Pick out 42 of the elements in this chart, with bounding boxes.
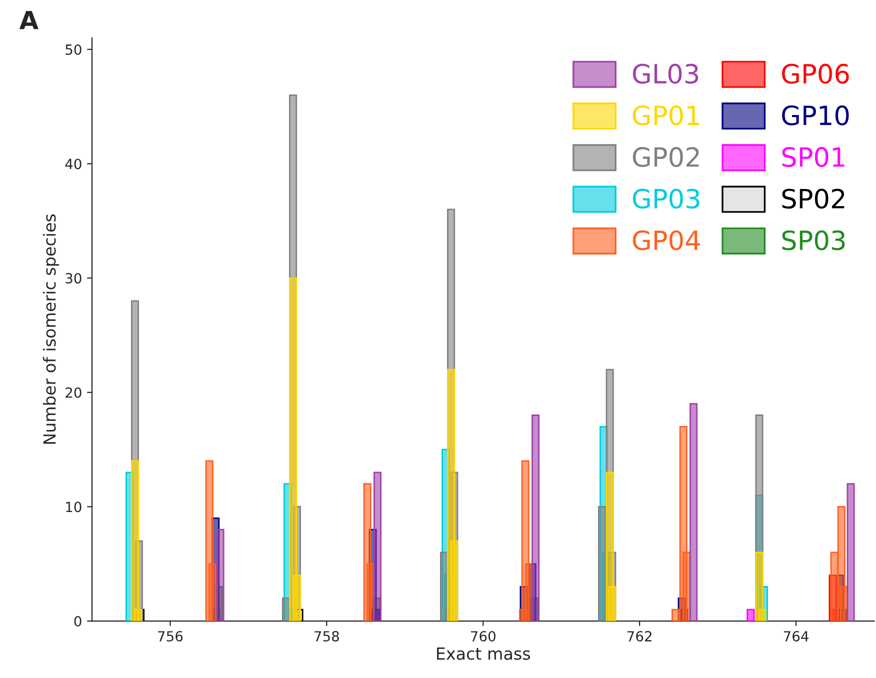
bar <box>690 403 698 622</box>
legend-label: GP01 <box>632 105 699 126</box>
legend-label: GP04 <box>632 230 700 250</box>
bar <box>608 586 616 622</box>
y-tick-label: 20 <box>66 387 82 398</box>
x-tick-label: 762 <box>627 631 652 642</box>
legend-label: GP03 <box>632 188 700 209</box>
bar <box>130 460 140 622</box>
bar <box>746 608 755 622</box>
x-tick-label: 756 <box>158 631 183 642</box>
y-tick-label: 10 <box>66 502 82 512</box>
x-tick-label: 764 <box>784 631 808 642</box>
bar <box>216 528 224 622</box>
legend-label: GP02 <box>632 147 699 168</box>
legend-label: SP03 <box>782 230 845 250</box>
legend-label: SP01 <box>782 147 844 168</box>
bar <box>672 608 680 622</box>
y-tick-label: 40 <box>65 158 82 170</box>
y-tick-label: 0 <box>74 616 82 627</box>
legend-label: GL03 <box>632 64 698 84</box>
bar <box>289 277 298 622</box>
bar <box>292 574 301 622</box>
y-tick-label: 30 <box>66 273 82 284</box>
bar <box>830 552 838 622</box>
x-tick-label: 760 <box>471 631 496 642</box>
bar <box>758 608 766 622</box>
legend-label: GP06 <box>782 64 849 84</box>
bar <box>755 552 764 622</box>
y-tick-label: 50 <box>66 44 82 55</box>
bar <box>373 472 382 622</box>
x-axis-title: Exact mass <box>437 648 530 660</box>
bar <box>208 563 216 622</box>
legend-label: SP02 <box>782 188 844 209</box>
chart-title: A <box>19 10 38 30</box>
bar <box>598 506 606 622</box>
x-tick-label: 758 <box>314 631 339 642</box>
bar <box>846 483 855 622</box>
y-axis-title: Number of isomeric species <box>42 214 60 444</box>
bar <box>840 586 848 622</box>
bar <box>532 414 540 622</box>
legend-label: GP10 <box>782 105 849 126</box>
bar <box>450 540 458 622</box>
